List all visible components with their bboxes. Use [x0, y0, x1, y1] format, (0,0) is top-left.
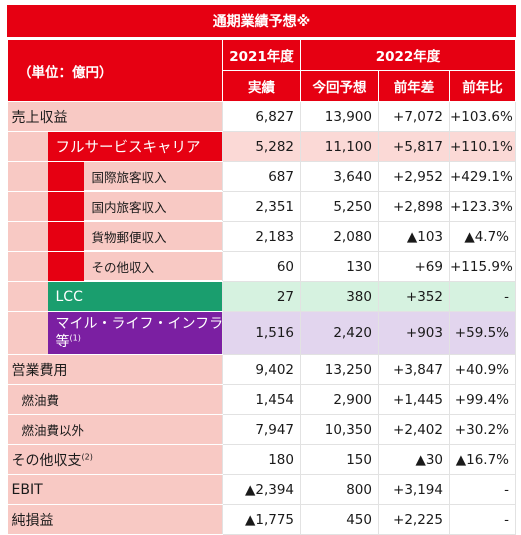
table-row: その他収入 60 130 +69 +115.9% [7, 251, 516, 282]
footnote-marker: (1) [69, 333, 81, 343]
row-label: 営業費用 [7, 354, 223, 385]
cell-2022: 10,350 [300, 414, 379, 445]
cell-2021: ▲1,775 [222, 504, 301, 535]
table-row: 売上収益 6,827 13,900 +7,072 +103.6% [7, 101, 516, 132]
forecast-table: （単位：億円） 2021年度 2022年度 実績 今回予想 前年差 前年比 売上… [7, 39, 516, 535]
table-row: EBIT ▲2,394 800 +3,194 - [7, 474, 516, 505]
row-label: 国際旅客収入 [83, 162, 222, 191]
actual-header: 実績 [222, 70, 301, 102]
row-label: フルサービスキャリア [47, 132, 223, 161]
cell-ratio: +123.3% [449, 191, 516, 222]
cell-2021: 60 [222, 251, 301, 282]
cell-diff: ▲103 [378, 221, 450, 252]
cell-2022: 2,420 [300, 311, 379, 355]
cell-2021: 6,827 [222, 101, 301, 132]
cell-2022: 130 [300, 251, 379, 282]
row-label: EBIT [7, 474, 223, 505]
cell-2021: 180 [222, 444, 301, 475]
cell-2021: 2,183 [222, 221, 301, 252]
cell-2022: 2,080 [300, 221, 379, 252]
cell-ratio: +40.9% [449, 354, 516, 385]
table-row: 純損益 ▲1,775 450 +2,225 - [7, 504, 516, 535]
cell-diff: +3,194 [378, 474, 450, 505]
fy2022-header: 2022年度 [300, 39, 516, 71]
yoy-ratio-header: 前年比 [449, 70, 516, 102]
cell-ratio: +110.1% [449, 131, 516, 162]
table-row: 国内旅客収入 2,351 5,250 +2,898 +123.3% [7, 191, 516, 222]
cell-ratio: +115.9% [449, 251, 516, 282]
cell-2022: 800 [300, 474, 379, 505]
row-label: その他収支 [11, 452, 82, 469]
cell-diff: +7,072 [378, 101, 450, 132]
cell-ratio: - [449, 281, 516, 312]
table-row: 燃油費以外 7,947 10,350 +2,402 +30.2% [7, 414, 516, 445]
cell-2022: 450 [300, 504, 379, 535]
row-label: LCC [47, 282, 223, 311]
unit-label: （単位：億円） [7, 39, 223, 102]
row-label: 売上収益 [7, 101, 223, 132]
cell-ratio: +429.1% [449, 161, 516, 192]
table-title: 通期業績予想※ [7, 5, 516, 37]
table-row: マイル・ライフ・インフラ等(1) 1,516 2,420 +903 +59.5% [7, 311, 516, 355]
yoy-diff-header: 前年差 [378, 70, 450, 102]
cell-diff: +2,952 [378, 161, 450, 192]
cell-2021: 7,947 [222, 414, 301, 445]
table-row: その他収支(2) 180 150 ▲30 ▲16.7% [7, 444, 516, 475]
table-row: 貨物郵便収入 2,183 2,080 ▲103 ▲4.7% [7, 221, 516, 252]
cell-2022: 2,900 [300, 384, 379, 415]
cell-diff: ▲30 [378, 444, 450, 475]
cell-2021: ▲2,394 [222, 474, 301, 505]
cell-2021: 2,351 [222, 191, 301, 222]
cell-2021: 1,454 [222, 384, 301, 415]
table-row: フルサービスキャリア 5,282 11,100 +5,817 +110.1% [7, 131, 516, 162]
cell-2022: 380 [300, 281, 379, 312]
cell-ratio: ▲16.7% [449, 444, 516, 475]
cell-diff: +1,445 [378, 384, 450, 415]
cell-2021: 1,516 [222, 311, 301, 355]
row-label: マイル・ライフ・インフラ等 [55, 315, 223, 350]
footnote-marker: (2) [81, 451, 93, 461]
cell-ratio: +103.6% [449, 101, 516, 132]
cell-ratio: - [449, 474, 516, 505]
cell-2021: 27 [222, 281, 301, 312]
cell-2022: 3,640 [300, 161, 379, 192]
row-label: 純損益 [7, 504, 223, 535]
table-row: LCC 27 380 +352 - [7, 281, 516, 312]
row-label: 燃油費 [7, 384, 223, 415]
cell-diff: +2,225 [378, 504, 450, 535]
cell-diff: +903 [378, 311, 450, 355]
cell-2022: 5,250 [300, 191, 379, 222]
cell-2021: 5,282 [222, 131, 301, 162]
cell-diff: +352 [378, 281, 450, 312]
cell-ratio: - [449, 504, 516, 535]
row-label: 燃油費以外 [7, 414, 223, 445]
cell-2022: 13,250 [300, 354, 379, 385]
cell-2021: 9,402 [222, 354, 301, 385]
cell-ratio: +99.4% [449, 384, 516, 415]
fy2021-header: 2021年度 [222, 39, 301, 71]
cell-diff: +69 [378, 251, 450, 282]
cell-diff: +2,402 [378, 414, 450, 445]
forecast-header: 今回予想 [300, 70, 379, 102]
cell-2022: 11,100 [300, 131, 379, 162]
cell-2021: 687 [222, 161, 301, 192]
table-row: 燃油費 1,454 2,900 +1,445 +99.4% [7, 384, 516, 415]
table-row: 営業費用 9,402 13,250 +3,847 +40.9% [7, 354, 516, 385]
cell-2022: 150 [300, 444, 379, 475]
cell-2022: 13,900 [300, 101, 379, 132]
cell-ratio: +30.2% [449, 414, 516, 445]
cell-diff: +5,817 [378, 131, 450, 162]
row-label: その他収入 [83, 252, 222, 281]
cell-diff: +2,898 [378, 191, 450, 222]
row-label: 国内旅客収入 [83, 192, 222, 221]
cell-diff: +3,847 [378, 354, 450, 385]
cell-ratio: ▲4.7% [449, 221, 516, 252]
row-label: 貨物郵便収入 [83, 222, 222, 251]
cell-ratio: +59.5% [449, 311, 516, 355]
table-row: 国際旅客収入 687 3,640 +2,952 +429.1% [7, 161, 516, 192]
